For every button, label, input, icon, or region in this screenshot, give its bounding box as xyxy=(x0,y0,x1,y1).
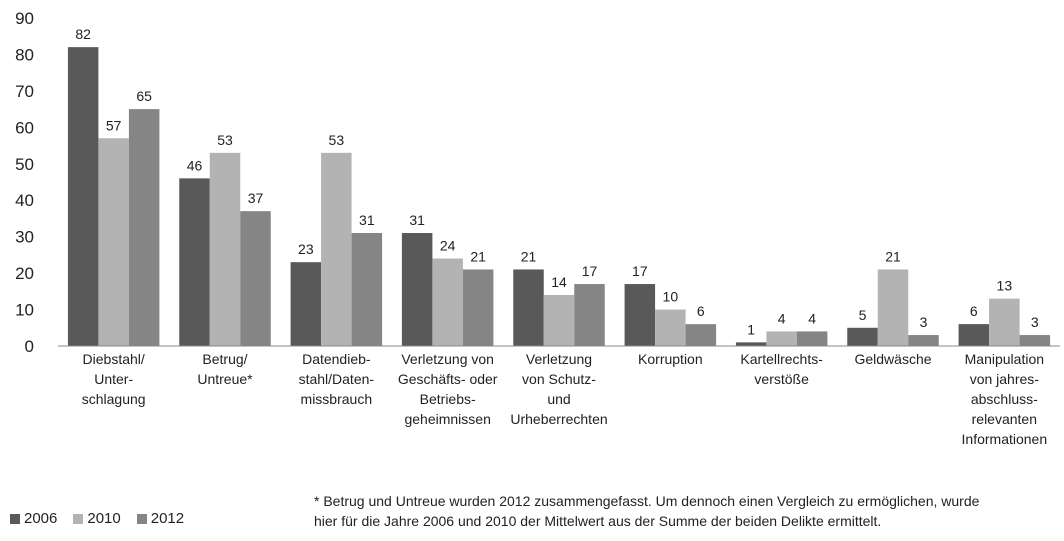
y-tick-label-60: 60 xyxy=(15,118,34,137)
category-labels: Diebstahl/Unter-schlagung Betrug/Untreue*… xyxy=(82,351,1047,447)
category-label-4: Verletzung von Schutz-und Urheberrechten xyxy=(510,351,607,427)
bar-2006-cat-8 xyxy=(958,324,990,346)
bar-2010-cat-3 xyxy=(432,258,463,346)
bar-2012-cat-0 xyxy=(128,109,160,346)
data-label-2012-cat-6: 4 xyxy=(808,310,816,326)
data-label-2006-cat-6: 1 xyxy=(747,321,755,337)
data-label-2010-cat-8: 13 xyxy=(997,278,1013,294)
data-label-2012-cat-4: 17 xyxy=(582,263,598,279)
category-label-5: Korruption xyxy=(638,351,703,367)
data-label-2006-cat-2: 23 xyxy=(298,241,314,257)
bar-2010-cat-4 xyxy=(543,294,575,346)
legend-label-2012: 2012 xyxy=(150,510,185,527)
bar-2010-cat-5 xyxy=(655,309,686,346)
bar-2006-cat-3 xyxy=(401,233,433,346)
bar-2010-cat-2 xyxy=(321,152,352,346)
data-label-2010-cat-0: 57 xyxy=(106,117,122,133)
bars xyxy=(67,47,1051,347)
legend-label-2010: 2010 xyxy=(87,510,121,527)
bar-2010-cat-1 xyxy=(209,152,241,346)
legend-label-2006: 2006 xyxy=(24,510,58,527)
data-label-2010-cat-7: 21 xyxy=(885,248,901,264)
legend-item-2010: 2010 xyxy=(73,510,121,527)
category-label-0: Diebstahl/Unter-schlagung xyxy=(82,351,146,407)
y-axis: 0 10 20 30 40 50 60 70 80 90 xyxy=(15,9,34,356)
y-tick-label-80: 80 xyxy=(15,45,34,64)
bar-2010-cat-0 xyxy=(98,138,129,346)
bar-2010-cat-6 xyxy=(766,331,797,346)
bar-2006-cat-5 xyxy=(624,284,656,346)
data-label-2010-cat-3: 24 xyxy=(440,238,456,254)
data-label-2006-cat-8: 6 xyxy=(970,303,978,319)
category-label-3: Verletzung von Geschäfts- oder Betriebs-ge… xyxy=(398,351,498,427)
y-tick-label-40: 40 xyxy=(15,191,34,210)
data-label-2010-cat-1: 53 xyxy=(217,132,233,148)
data-label-2012-cat-1: 37 xyxy=(248,190,264,206)
bar-2010-cat-8 xyxy=(989,298,1020,346)
y-tick-label-30: 30 xyxy=(15,228,34,247)
bar-2012-cat-1 xyxy=(240,211,271,346)
y-tick-label-90: 90 xyxy=(15,9,34,28)
bar-2006-cat-7 xyxy=(847,327,878,346)
category-label-1: Betrug/Untreue* xyxy=(197,351,253,387)
data-label-2012-cat-2: 31 xyxy=(359,212,375,228)
data-label-2006-cat-5: 17 xyxy=(632,263,648,279)
bar-2010-cat-7 xyxy=(877,269,909,346)
legend: 2006 2010 2012 xyxy=(10,510,184,527)
bar-2006-cat-2 xyxy=(290,262,322,346)
legend-swatch-2012 xyxy=(136,513,147,524)
data-label-2012-cat-3: 21 xyxy=(470,248,486,264)
y-tick-label-70: 70 xyxy=(15,82,34,101)
data-label-2012-cat-0: 65 xyxy=(136,88,152,104)
data-label-2006-cat-7: 5 xyxy=(859,307,867,323)
category-label-6: Kartellrechts-verstöße xyxy=(740,351,823,387)
bar-2012-cat-7 xyxy=(908,335,939,346)
category-label-8: Manipulation von jahres-abschluss-relevan… xyxy=(962,351,1048,447)
bar-2006-cat-1 xyxy=(179,178,210,346)
footnote: * Betrug und Untreue wurden 2012 zusamme… xyxy=(314,493,980,529)
legend-item-2012: 2012 xyxy=(136,510,185,527)
bar-2006-cat-4 xyxy=(513,269,544,346)
data-label-2006-cat-0: 82 xyxy=(75,26,91,42)
y-tick-label-0: 0 xyxy=(25,337,34,356)
data-label-2012-cat-7: 3 xyxy=(920,314,928,330)
data-label-2010-cat-6: 4 xyxy=(778,310,786,326)
data-label-2006-cat-1: 46 xyxy=(187,157,203,173)
bar-2012-cat-8 xyxy=(1019,335,1051,346)
bar-2012-cat-4 xyxy=(574,284,605,346)
data-label-2006-cat-4: 21 xyxy=(521,248,537,264)
y-tick-label-50: 50 xyxy=(15,155,34,174)
data-label-2010-cat-4: 14 xyxy=(551,274,567,290)
bar-2012-cat-5 xyxy=(685,324,717,346)
legend-item-2006: 2006 xyxy=(10,510,57,527)
bar-2006-cat-6 xyxy=(735,342,767,346)
data-label-2012-cat-5: 6 xyxy=(697,303,705,319)
y-tick-label-10: 10 xyxy=(15,301,34,320)
category-label-7: Geldwäsche xyxy=(854,351,931,367)
data-label-2012-cat-8: 3 xyxy=(1031,314,1039,330)
y-tick-label-20: 20 xyxy=(15,264,34,283)
bar-2012-cat-6 xyxy=(796,331,828,346)
bar-2012-cat-3 xyxy=(462,269,494,346)
legend-swatch-2010 xyxy=(73,513,84,524)
data-label-2010-cat-2: 53 xyxy=(329,132,345,148)
bar-2012-cat-2 xyxy=(351,233,383,346)
category-label-2: Datendieb-stahl/Daten-missbrauch xyxy=(299,351,375,407)
legend-swatch-2006 xyxy=(10,513,20,524)
data-label-2010-cat-5: 10 xyxy=(663,289,679,305)
data-label-2006-cat-3: 31 xyxy=(409,212,425,228)
bar-2006-cat-0 xyxy=(67,47,99,347)
